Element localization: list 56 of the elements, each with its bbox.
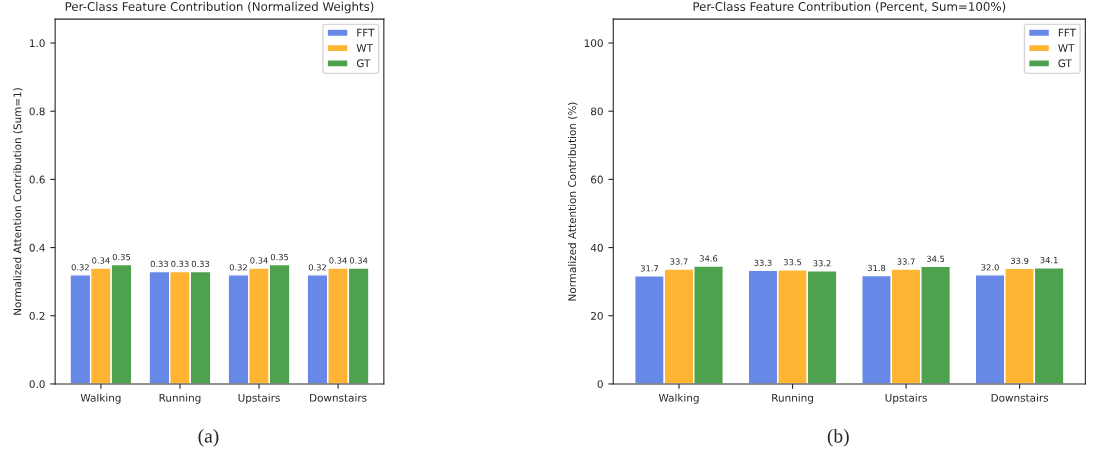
y-tick-label: 100 — [584, 39, 603, 48]
data-label: 0.32 — [71, 264, 89, 271]
text: (b) — [827, 428, 849, 447]
data-label: 0.35 — [112, 253, 131, 261]
y-tick-label: 20 — [591, 311, 603, 320]
legend-label: FFT — [1058, 28, 1077, 37]
y-tick-label: 0.4 — [29, 243, 45, 252]
data-label: 34.1 — [1040, 257, 1058, 264]
y-tick-label: 80 — [591, 107, 603, 116]
data-label: 0.34 — [250, 257, 268, 264]
data-label: 32.0 — [981, 264, 999, 271]
data-label: 33.7 — [897, 258, 915, 265]
data-label: 0.32 — [308, 264, 326, 271]
chart-title: Per-Class Feature Contribution (Percent, Sum=100%) — [693, 1, 1006, 13]
y-tick-label: 40 — [590, 243, 603, 252]
x-tick-label: Running — [772, 393, 813, 404]
data-label: 0.33 — [191, 260, 210, 268]
data-label: 0.34 — [92, 257, 110, 264]
x-tick-label: Upstairs — [238, 393, 280, 404]
data-label: 0.32 — [229, 264, 247, 271]
text: (a) — [198, 428, 219, 447]
legend-label: FFT — [357, 28, 375, 37]
legend-label: WT — [1058, 44, 1075, 52]
x-tick-label: Running — [159, 393, 201, 404]
data-label: 34.5 — [926, 255, 945, 262]
data-label: 33.2 — [813, 260, 831, 267]
legend-label: GT — [356, 59, 371, 68]
x-tick-label: Downstairs — [991, 393, 1049, 402]
data-label: 0.34 — [329, 257, 347, 264]
data-label: 33.3 — [754, 259, 772, 267]
data-label: 0.33 — [171, 260, 189, 268]
y-tick-label: 0.6 — [29, 175, 45, 184]
y-axis-title: Normalized Attention Contribution (%) — [568, 102, 578, 301]
legend-label: GT — [1058, 59, 1072, 68]
data-label: 31.8 — [867, 264, 886, 272]
x-tick-label: Upstairs — [885, 393, 927, 404]
x-tick-label: Downstairs — [310, 393, 367, 402]
y-tick-label: 1.0 — [30, 39, 45, 48]
y-tick-label: 0 — [597, 380, 603, 389]
chart-title: Per-Class Feature Contribution (Normalized Weights) — [65, 1, 374, 14]
data-label: 33.5 — [783, 259, 802, 266]
y-tick-label: 0.8 — [29, 107, 45, 116]
data-label: 0.34 — [349, 257, 368, 264]
data-label: 34.6 — [699, 255, 718, 262]
data-label: 31.7 — [640, 265, 659, 272]
data-label: 33.9 — [1010, 257, 1029, 264]
legend-label: WT — [356, 44, 373, 52]
data-label: 0.35 — [270, 253, 289, 261]
data-label: 33.7 — [670, 258, 688, 265]
y-axis-title: Normalized Attention Contribution (Sum=1) — [13, 88, 23, 315]
y-tick-label: 0.0 — [29, 380, 45, 389]
data-label: 0.33 — [150, 260, 169, 268]
y-tick-label: 0.2 — [29, 311, 45, 320]
x-tick-label: Walking — [80, 393, 121, 404]
x-tick-label: Walking — [658, 393, 699, 404]
y-tick-label: 60 — [591, 175, 603, 184]
